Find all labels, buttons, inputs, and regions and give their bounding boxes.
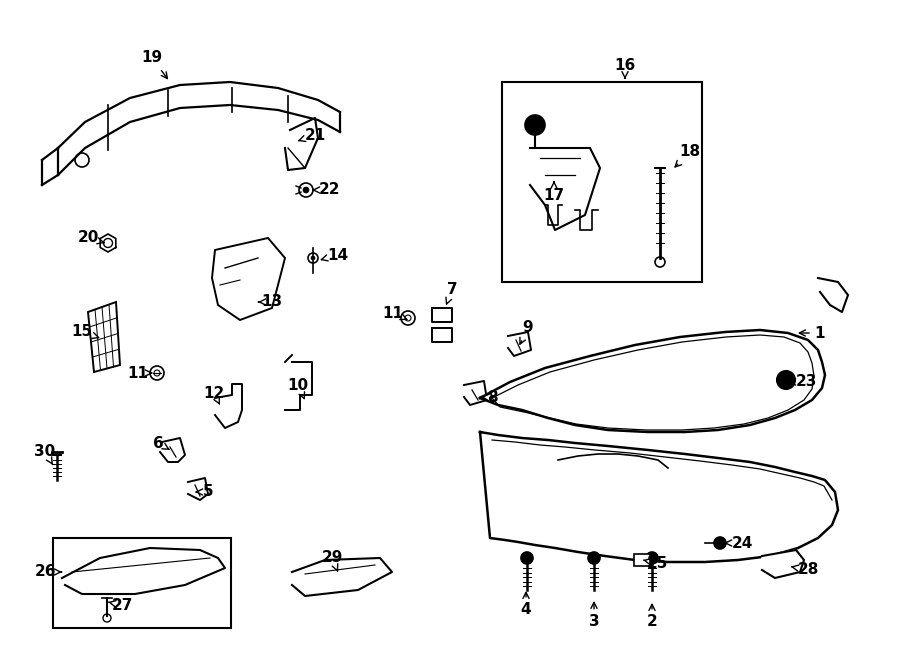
Text: 10: 10 [287, 377, 309, 399]
Circle shape [714, 537, 726, 549]
Text: 16: 16 [615, 58, 635, 78]
Text: 11: 11 [128, 366, 152, 381]
Polygon shape [212, 238, 285, 320]
Circle shape [311, 256, 315, 260]
Text: 7: 7 [446, 282, 457, 304]
Text: 2: 2 [646, 604, 657, 629]
Text: 4: 4 [521, 592, 531, 617]
Text: 28: 28 [792, 563, 819, 578]
Circle shape [777, 371, 795, 389]
Text: 21: 21 [299, 128, 326, 143]
Polygon shape [88, 302, 120, 372]
Text: 19: 19 [141, 50, 167, 79]
Text: 25: 25 [644, 555, 668, 570]
Polygon shape [292, 558, 392, 596]
Polygon shape [480, 432, 838, 562]
Text: 18: 18 [675, 145, 700, 167]
Text: 8: 8 [482, 391, 498, 405]
Circle shape [303, 187, 309, 193]
Text: 30: 30 [34, 444, 56, 465]
Text: 22: 22 [313, 182, 341, 198]
Text: 3: 3 [589, 602, 599, 629]
Circle shape [521, 552, 533, 564]
Text: 17: 17 [544, 182, 564, 202]
Polygon shape [818, 278, 848, 312]
Text: 12: 12 [203, 385, 225, 404]
Text: 11: 11 [382, 305, 407, 321]
Text: 5: 5 [196, 485, 213, 500]
Polygon shape [480, 330, 825, 432]
Circle shape [646, 552, 658, 564]
Text: 23: 23 [789, 375, 816, 389]
Circle shape [525, 115, 545, 135]
Text: 26: 26 [34, 564, 61, 580]
Text: 20: 20 [77, 231, 104, 245]
Text: 1: 1 [799, 325, 825, 340]
Text: 6: 6 [153, 436, 169, 451]
Bar [53, 538, 231, 628]
Text: 9: 9 [520, 321, 534, 344]
Polygon shape [762, 550, 804, 578]
Bar [502, 82, 702, 282]
Polygon shape [62, 548, 225, 594]
Text: 24: 24 [725, 535, 752, 551]
Circle shape [588, 552, 600, 564]
Polygon shape [530, 148, 600, 230]
Text: 13: 13 [258, 295, 283, 309]
Text: 14: 14 [321, 247, 348, 262]
Text: 29: 29 [321, 551, 343, 571]
Text: 27: 27 [109, 598, 132, 613]
Text: 15: 15 [71, 325, 99, 340]
Bar [634, 554, 650, 566]
